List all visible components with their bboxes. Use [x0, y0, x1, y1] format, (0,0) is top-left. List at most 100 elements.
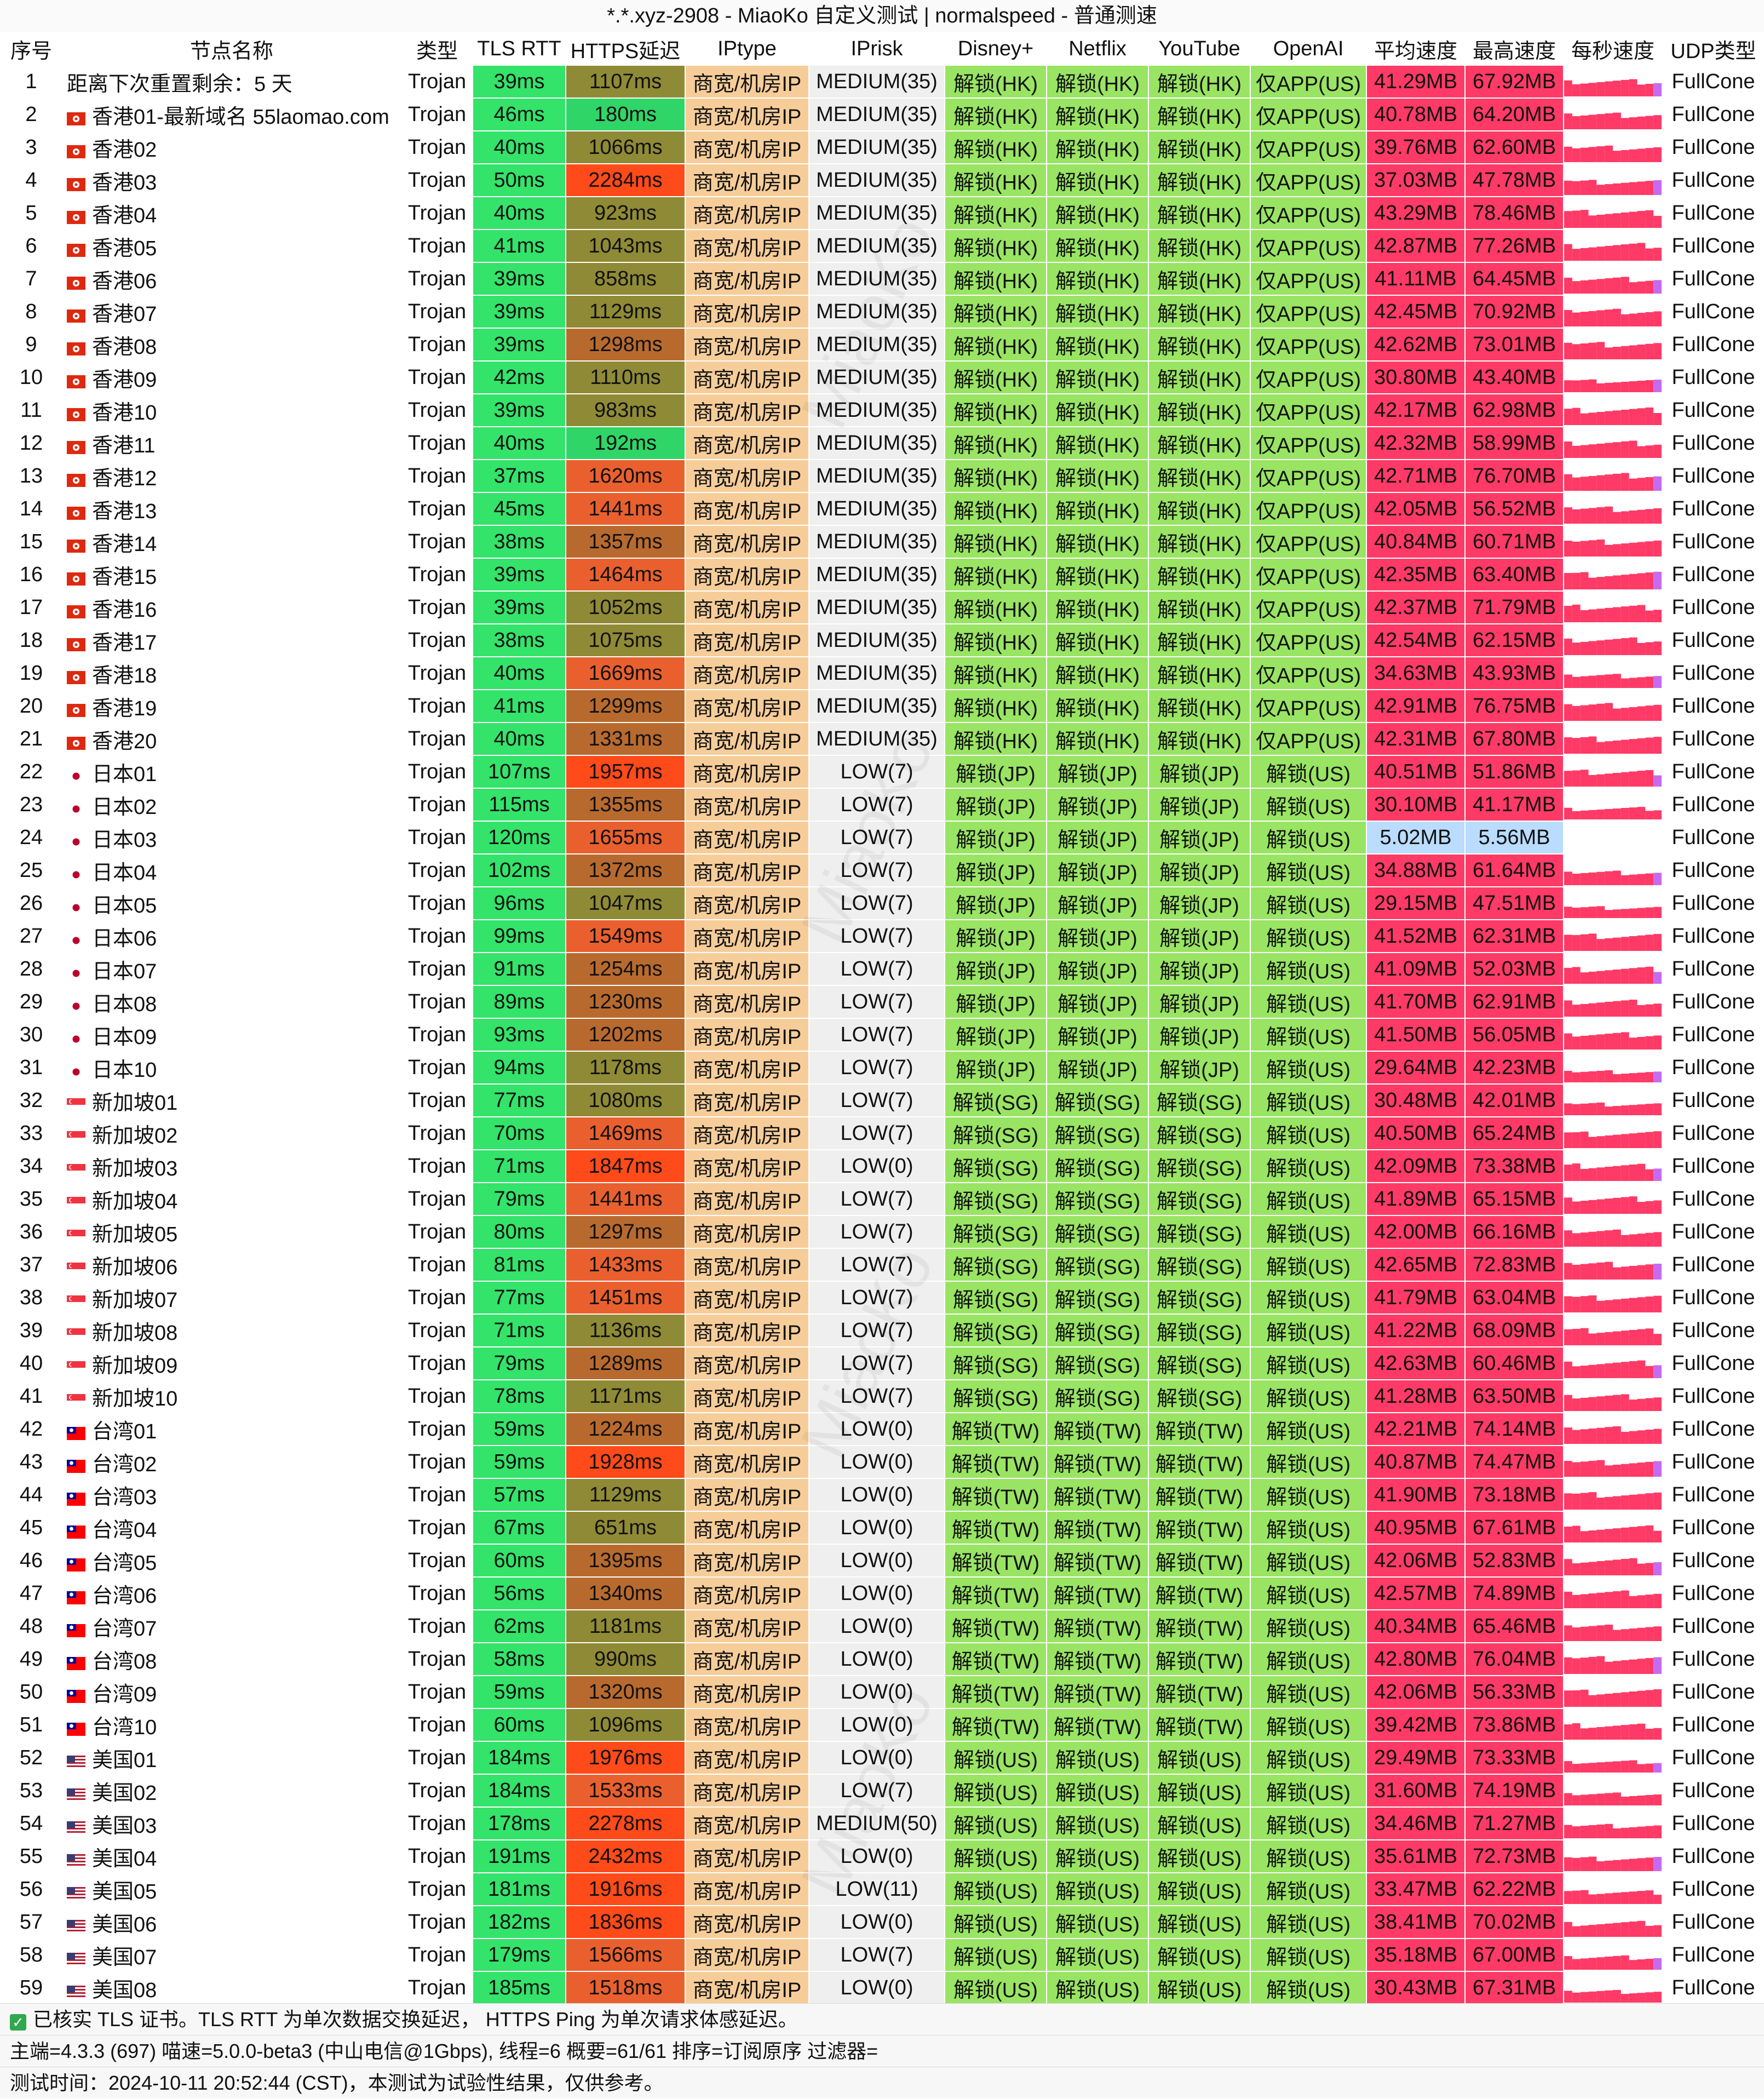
table-row[interactable]: 54 美国03 Trojan 178ms 2278ms 商宽/机房IP MEDIUM(50)… — [0, 1806, 1764, 1840]
cell-udp-type: FullCone — [1662, 558, 1764, 592]
cell-netflix: 解锁(HK) — [1046, 656, 1149, 690]
table-row[interactable]: 36 新加坡05 Trojan 80ms 1297ms 商宽/机房IP LOW(7) 解锁(S… — [0, 1215, 1764, 1249]
table-row[interactable]: 22 日本01 Trojan 107ms 1957ms 商宽/机房IP LOW(7) 解锁(J… — [0, 755, 1764, 789]
table-row[interactable]: 25 日本04 Trojan 102ms 1372ms 商宽/机房IP LOW(7) 解锁(J… — [0, 853, 1764, 887]
table-row[interactable]: 6 香港05 Trojan 41ms 1043ms 商宽/机房IP MEDIUM(35) 解锁… — [0, 229, 1764, 263]
table-row[interactable]: 40 新加坡09 Trojan 79ms 1289ms 商宽/机房IP LOW(7) 解锁(S… — [0, 1346, 1764, 1380]
table-row[interactable]: 20 香港19 Trojan 41ms 1299ms 商宽/机房IP MEDIUM(35) 解… — [0, 689, 1764, 723]
cell-iptype: 商宽/机房IP — [685, 853, 809, 887]
table-row[interactable]: 17 香港16 Trojan 39ms 1052ms 商宽/机房IP MEDIUM(35) 解… — [0, 590, 1764, 624]
cell-per-second-speed — [1563, 689, 1663, 723]
table-row[interactable]: 4 香港03 Trojan 50ms 2284ms 商宽/机房IP MEDIUM(35) 解锁… — [0, 163, 1764, 197]
col-header-index[interactable]: 序号 — [0, 32, 62, 66]
table-row[interactable]: 46 台湾05 Trojan 60ms 1395ms 商宽/机房IP LOW(0) 解锁(TW… — [0, 1544, 1764, 1578]
table-row[interactable]: 44 台湾03 Trojan 57ms 1129ms 商宽/机房IP LOW(0) 解锁(TW… — [0, 1478, 1764, 1512]
table-row[interactable]: 14 香港13 Trojan 45ms 1441ms 商宽/机房IP MEDIUM(35) 解… — [0, 492, 1764, 526]
table-row[interactable]: 52 美国01 Trojan 184ms 1976ms 商宽/机房IP LOW(0) 解锁(U… — [0, 1741, 1764, 1775]
table-row[interactable]: 29 日本08 Trojan 89ms 1230ms 商宽/机房IP LOW(7) 解锁(JP… — [0, 985, 1764, 1019]
table-row[interactable]: 33 新加坡02 Trojan 70ms 1469ms 商宽/机房IP LOW(7) 解锁(S… — [0, 1116, 1764, 1150]
table-row[interactable]: 2 香港01-最新域名 55laomao.com Trojan 46ms 180ms 商宽… — [0, 98, 1764, 131]
table-row[interactable]: 59 美国08 Trojan 185ms 1518ms 商宽/机房IP LOW(0) 解锁(U… — [0, 1971, 1764, 2005]
col-header-udp-type[interactable]: UDP类型 — [1662, 32, 1764, 66]
table-row[interactable]: 28 日本07 Trojan 91ms 1254ms 商宽/机房IP LOW(7) 解锁(JP… — [0, 952, 1764, 986]
cell-node-name: 香港16 — [61, 590, 402, 624]
table-row[interactable]: 16 香港15 Trojan 39ms 1464ms 商宽/机房IP MEDIUM(35) 解… — [0, 558, 1764, 592]
table-row[interactable]: 47 台湾06 Trojan 56ms 1340ms 商宽/机房IP LOW(0) 解锁(TW… — [0, 1576, 1764, 1610]
table-row[interactable]: 35 新加坡04 Trojan 79ms 1441ms 商宽/机房IP LOW(7) 解锁(S… — [0, 1182, 1764, 1216]
table-row[interactable]: 15 香港14 Trojan 38ms 1357ms 商宽/机房IP MEDIUM(35) 解… — [0, 525, 1764, 559]
table-row[interactable]: 49 台湾08 Trojan 58ms 990ms 商宽/机房IP LOW(0) 解锁(TW)… — [0, 1642, 1764, 1676]
table-row[interactable]: 41 新加坡10 Trojan 78ms 1171ms 商宽/机房IP LOW(7) 解锁(S… — [0, 1379, 1764, 1413]
table-row[interactable]: 34 新加坡03 Trojan 71ms 1847ms 商宽/机房IP LOW(0) 解锁(S… — [0, 1149, 1764, 1183]
table-row[interactable]: 31 日本10 Trojan 94ms 1178ms 商宽/机房IP LOW(7) 解锁(JP… — [0, 1051, 1764, 1085]
table-row[interactable]: 10 香港09 Trojan 42ms 1110ms 商宽/机房IP MEDIUM(35) 解… — [0, 360, 1764, 394]
cell-iprisk: MEDIUM(35) — [808, 393, 945, 427]
table-row[interactable]: 27 日本06 Trojan 99ms 1549ms 商宽/机房IP LOW(7) 解锁(JP… — [0, 919, 1764, 953]
table-row[interactable]: 26 日本05 Trojan 96ms 1047ms 商宽/机房IP LOW(7) 解锁(JP… — [0, 886, 1764, 920]
table-row[interactable]: 5 香港04 Trojan 40ms 923ms 商宽/机房IP MEDIUM(35) 解锁(… — [0, 196, 1764, 230]
col-header-disney[interactable]: Disney+ — [944, 32, 1047, 66]
cell-youtube: 解锁(HK) — [1148, 328, 1251, 362]
table-row[interactable]: 53 美国02 Trojan 184ms 1533ms 商宽/机房IP LOW(7) 解锁(U… — [0, 1774, 1764, 1808]
table-row[interactable]: 8 香港07 Trojan 39ms 1129ms 商宽/机房IP MEDIUM(35) 解锁… — [0, 295, 1764, 329]
table-row[interactable]: 1 距离下次重置剩余：5 天 Trojan 39ms 1107ms 商宽/机房IP MEDI… — [0, 65, 1764, 99]
col-header-netflix[interactable]: Netflix — [1046, 32, 1149, 66]
table-row[interactable]: 21 香港20 Trojan 40ms 1331ms 商宽/机房IP MEDIUM(35) 解… — [0, 722, 1764, 756]
col-header-per-second-speed[interactable]: 每秒速度 — [1563, 32, 1663, 66]
speed-sample-bar — [1580, 380, 1589, 392]
table-row[interactable]: 30 日本09 Trojan 93ms 1202ms 商宽/机房IP LOW(7) 解锁(JP… — [0, 1018, 1764, 1052]
speed-sample-bar — [1645, 676, 1654, 688]
flag-hk-icon — [67, 336, 92, 359]
cell-disney: 解锁(HK) — [944, 426, 1047, 460]
table-row[interactable]: 11 香港10 Trojan 39ms 983ms 商宽/机房IP MEDIUM(35) 解锁… — [0, 393, 1764, 427]
table-row[interactable]: 45 台湾04 Trojan 67ms 651ms 商宽/机房IP LOW(0) 解锁(TW)… — [0, 1511, 1764, 1545]
table-row[interactable]: 55 美国04 Trojan 191ms 2432ms 商宽/机房IP LOW(0) 解锁(U… — [0, 1839, 1764, 1873]
table-row[interactable]: 57 美国06 Trojan 182ms 1836ms 商宽/机房IP LOW(0) 解锁(U… — [0, 1905, 1764, 1939]
cell-https-latency: 1566ms — [565, 1938, 686, 1972]
table-row[interactable]: 9 香港08 Trojan 39ms 1298ms 商宽/机房IP MEDIUM(35) 解锁… — [0, 328, 1764, 362]
table-row[interactable]: 12 香港11 Trojan 40ms 192ms 商宽/机房IP MEDIUM(35) 解锁… — [0, 426, 1764, 460]
table-row[interactable]: 3 香港02 Trojan 40ms 1066ms 商宽/机房IP MEDIUM(35) 解锁… — [0, 130, 1764, 164]
table-row[interactable]: 56 美国05 Trojan 181ms 1916ms 商宽/机房IP LOW(11) 解锁(… — [0, 1872, 1764, 1906]
col-header-openai[interactable]: OpenAI — [1250, 32, 1367, 66]
cell-type: Trojan — [401, 196, 473, 230]
table-row[interactable]: 13 香港12 Trojan 37ms 1620ms 商宽/机房IP MEDIUM(35) 解… — [0, 459, 1764, 493]
table-row[interactable]: 19 香港18 Trojan 40ms 1669ms 商宽/机房IP MEDIUM(35) 解… — [0, 656, 1764, 690]
speed-sample-bar — [1572, 811, 1581, 819]
cell-type: Trojan — [401, 1642, 473, 1676]
col-header-iprisk[interactable]: IPrisk — [808, 32, 945, 66]
speed-sample-bar — [1653, 1562, 1661, 1575]
table-row[interactable]: 7 香港06 Trojan 39ms 858ms 商宽/机房IP MEDIUM(35) 解锁(… — [0, 262, 1764, 296]
table-row[interactable]: 32 新加坡01 Trojan 77ms 1080ms 商宽/机房IP LOW(7) 解锁(S… — [0, 1083, 1764, 1117]
speed-sample-bar — [1613, 1559, 1621, 1575]
table-row[interactable]: 51 台湾10 Trojan 60ms 1096ms 商宽/机房IP LOW(0) 解锁(TW… — [0, 1708, 1764, 1742]
table-row[interactable]: 48 台湾07 Trojan 62ms 1181ms 商宽/机房IP LOW(0) 解锁(TW… — [0, 1609, 1764, 1643]
cell-disney: 解锁(US) — [944, 1905, 1047, 1939]
col-header-iptype[interactable]: IPtype — [685, 32, 809, 66]
table-row[interactable]: 23 日本02 Trojan 115ms 1355ms 商宽/机房IP LOW(7) 解锁(J… — [0, 788, 1764, 822]
cell-index: 25 — [0, 853, 62, 887]
table-row[interactable]: 50 台湾09 Trojan 59ms 1320ms 商宽/机房IP LOW(0) 解锁(TW… — [0, 1675, 1764, 1709]
table-row[interactable]: 43 台湾02 Trojan 59ms 1928ms 商宽/机房IP LOW(0) 解锁(TW… — [0, 1445, 1764, 1479]
col-header-avg-speed[interactable]: 平均速度 — [1366, 32, 1466, 66]
table-row[interactable]: 37 新加坡06 Trojan 81ms 1433ms 商宽/机房IP LOW(7) 解锁(S… — [0, 1248, 1764, 1282]
col-header-max-speed[interactable]: 最高速度 — [1464, 32, 1564, 66]
col-header-youtube[interactable]: YouTube — [1148, 32, 1251, 66]
cell-avg-speed: 41.90MB — [1366, 1478, 1466, 1512]
table-row[interactable]: 18 香港17 Trojan 38ms 1075ms 商宽/机房IP MEDIUM(35) 解… — [0, 623, 1764, 657]
table-row[interactable]: 39 新加坡08 Trojan 71ms 1136ms 商宽/机房IP LOW(7) 解锁(S… — [0, 1314, 1764, 1347]
col-header-node-name[interactable]: 节点名称 — [61, 32, 402, 66]
col-header-type[interactable]: 类型 — [401, 32, 473, 66]
table-row[interactable]: 42 台湾01 Trojan 59ms 1224ms 商宽/机房IP LOW(0) 解锁(TW… — [0, 1412, 1764, 1446]
table-row[interactable]: 24 日本03 Trojan 120ms 1655ms 商宽/机房IP LOW(7) 解锁(J… — [0, 821, 1764, 854]
speed-sample-bar — [1580, 972, 1589, 984]
flag-hk-icon — [67, 599, 92, 622]
cell-type: Trojan — [401, 1544, 473, 1578]
table-row[interactable]: 38 新加坡07 Trojan 77ms 1451ms 商宽/机房IP LOW(7) 解锁(S… — [0, 1281, 1764, 1315]
cell-iptype: 商宽/机房IP — [685, 1281, 809, 1315]
col-header-https-latency[interactable]: HTTPS延迟 — [565, 32, 686, 66]
table-row[interactable]: 58 美国07 Trojan 179ms 1566ms 商宽/机房IP LOW(7) 解锁(U… — [0, 1938, 1764, 1972]
cell-udp-type: FullCone — [1662, 98, 1764, 131]
col-header-tls-rtt[interactable]: TLS RTT — [472, 32, 566, 66]
cell-iprisk: MEDIUM(35) — [808, 65, 945, 99]
